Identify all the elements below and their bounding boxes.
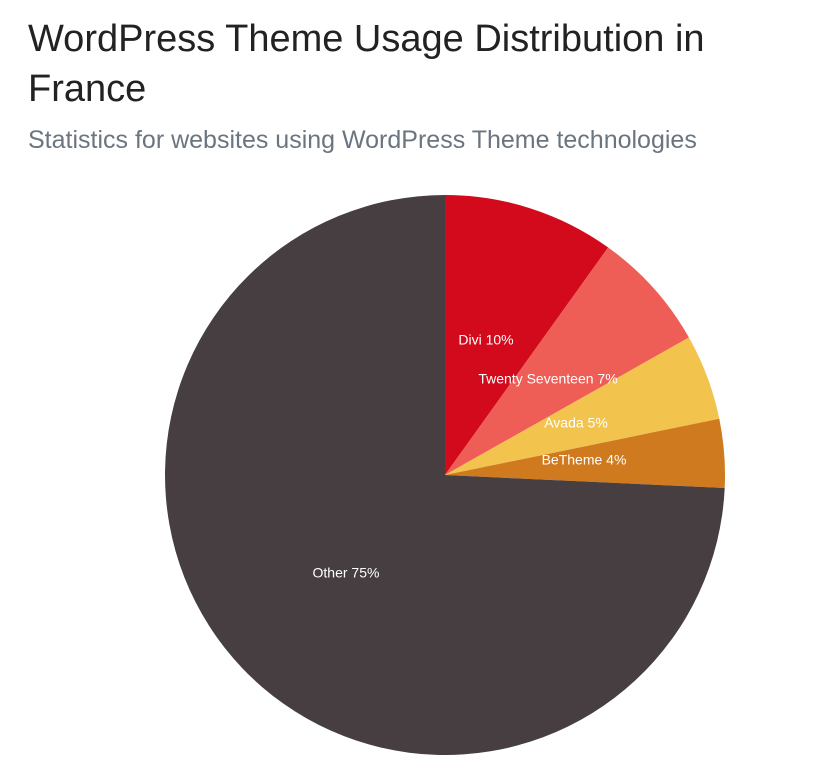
pie-slice-divi[interactable] <box>445 195 609 475</box>
pie-slice-avada[interactable] <box>445 337 720 475</box>
slice-label-twenty-seventeen: Twenty Seventeen 7% <box>478 371 617 387</box>
pie-slice-twenty-seventeen[interactable] <box>445 247 689 475</box>
pie-slice-other[interactable] <box>165 195 725 755</box>
pie-slices <box>165 195 726 755</box>
slice-label-other: Other 75% <box>313 565 380 581</box>
slice-label-divi: Divi 10% <box>458 332 513 348</box>
chart-subtitle: Statistics for websites using WordPress … <box>28 126 697 154</box>
slice-label-avada: Avada 5% <box>544 415 608 431</box>
pie-labels: Divi 10% Twenty Seventeen 7% Avada 5% BeThe… <box>313 332 627 581</box>
pie-slice-betheme[interactable] <box>445 418 726 489</box>
slice-label-betheme: BeTheme 4% <box>542 452 627 468</box>
chart-title: WordPress Theme Usage Distribution in Fr… <box>28 18 705 110</box>
